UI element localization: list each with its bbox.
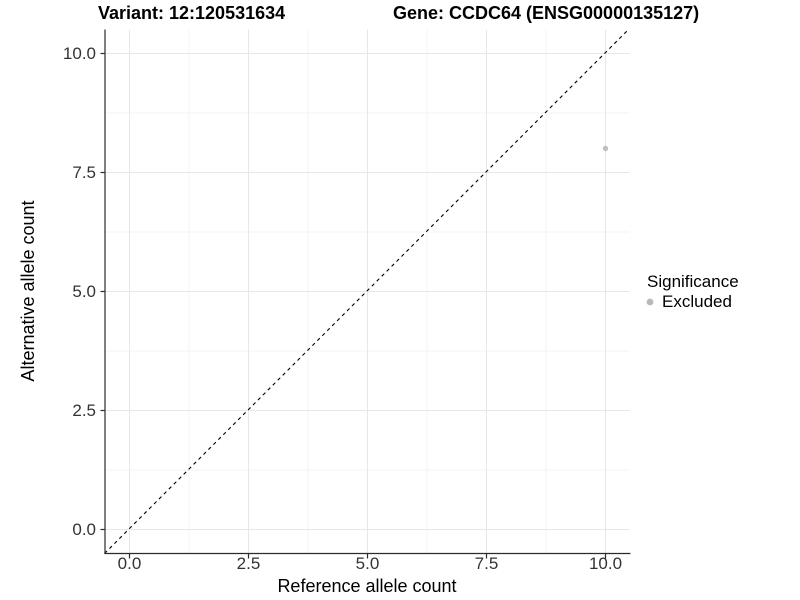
legend-point-icon	[646, 298, 654, 306]
x-tick-label-5: 5.0	[355, 554, 380, 573]
y-axis-title: Alternative allele count	[18, 200, 38, 382]
major-gridlines	[104, 29, 630, 554]
legend-item-excluded: Excluded	[643, 292, 739, 311]
y-tick-label-2-5: 2.5	[72, 400, 96, 420]
x-tick-marks	[128, 554, 607, 559]
data-point-excluded	[602, 145, 609, 152]
x-tick-label-10: 10.0	[588, 554, 623, 573]
x-tick-label-0: 0.0	[117, 554, 142, 573]
y-tick-marks	[100, 52, 105, 531]
y-tick-label-7-5: 7.5	[72, 162, 96, 182]
legend-item-label: Excluded	[662, 292, 732, 311]
diagonal-reference-line	[104, 29, 629, 554]
variant-title: Variant: 12:120531634	[98, 3, 286, 23]
x-tick-label-2-5: 2.5	[236, 554, 261, 573]
x-tick-label-7-5: 7.5	[474, 554, 499, 573]
y-tick-label-10: 10.0	[62, 43, 96, 63]
gene-title: Gene: CCDC64 (ENSG00000135127)	[393, 3, 700, 23]
y-tick-label-0: 0.0	[72, 519, 96, 539]
legend-title: Significance	[647, 272, 739, 291]
legend: Significance Excluded	[643, 273, 739, 310]
y-tick-label-5: 5.0	[72, 281, 96, 301]
x-axis-title: Reference allele count	[277, 576, 457, 596]
